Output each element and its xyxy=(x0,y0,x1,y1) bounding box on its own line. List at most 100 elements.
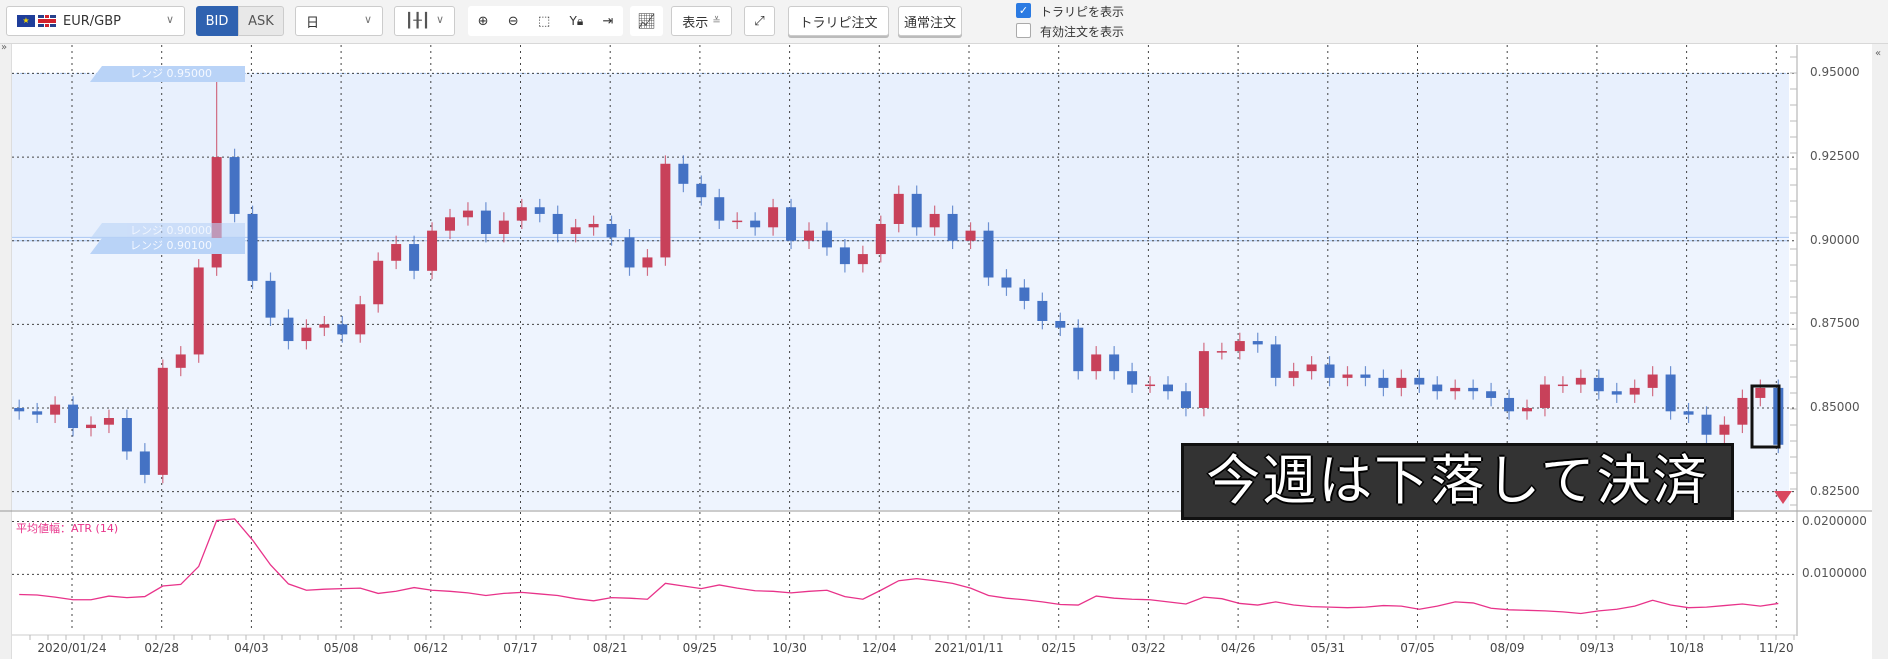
trarepi-order-button[interactable]: トラリピ注文 xyxy=(788,6,889,36)
y-lock-icon[interactable]: Y🔒︎ xyxy=(569,13,584,28)
show-active-orders-checkbox[interactable] xyxy=(1016,23,1031,38)
candle xyxy=(1737,389,1748,434)
left-panel-toggle[interactable]: » xyxy=(0,42,12,659)
date-tick-label: 03/22 xyxy=(1131,641,1166,655)
candle xyxy=(462,202,473,226)
price-tick-label: 0.85000 xyxy=(1810,399,1860,414)
zoom-in-icon[interactable]: ⊕ xyxy=(477,13,489,29)
indicator-button[interactable]: 📈︎ xyxy=(630,6,663,36)
candle-body xyxy=(1037,300,1048,321)
candle xyxy=(301,319,312,350)
candle xyxy=(1270,336,1281,387)
candle xyxy=(983,222,994,286)
candle xyxy=(857,245,868,273)
jump-to-end-icon[interactable]: ⇥ xyxy=(602,13,614,29)
toolbar: ★ EUR/GBP ∨ BID ASK 日 ∨ ┃╂┃ ∨ ⊕ ⊖ ⬚ Y🔒︎ … xyxy=(0,0,1888,44)
candle-body xyxy=(1109,354,1120,372)
candle xyxy=(1504,389,1515,420)
normal-order-button[interactable]: 通常注文 xyxy=(898,6,962,36)
checkmark-icon: ✓ xyxy=(1018,4,1029,17)
display-menu-button[interactable]: 表示 ≚ xyxy=(671,6,732,36)
candle-body xyxy=(337,324,348,335)
candle-body xyxy=(875,223,886,255)
candle xyxy=(103,409,114,434)
fit-icon[interactable]: ⬚ xyxy=(537,13,551,29)
candle-body xyxy=(1557,384,1568,387)
candle-body xyxy=(1629,387,1640,395)
ask-button[interactable]: ASK xyxy=(238,6,284,36)
candle xyxy=(804,222,814,250)
date-tick-label: 10/18 xyxy=(1669,641,1704,655)
show-trarepi-checkbox[interactable]: ✓ xyxy=(1016,3,1031,18)
range-tag-lower-a[interactable]: レンジ 0.90000 xyxy=(90,223,245,239)
timeframe-label: 日 xyxy=(306,15,320,31)
candle xyxy=(14,399,25,420)
candle-body xyxy=(1665,374,1676,412)
candle xyxy=(1001,269,1012,296)
candle xyxy=(714,188,725,229)
candle-body xyxy=(1180,391,1191,408)
candle xyxy=(1629,379,1640,403)
zoom-out-icon[interactable]: ⊖ xyxy=(507,13,519,29)
candle xyxy=(373,252,384,313)
currency-pair-select[interactable]: ★ EUR/GBP ∨ xyxy=(6,6,185,36)
candle xyxy=(32,402,43,424)
expand-button[interactable]: ⤢ xyxy=(744,6,775,36)
candle-body xyxy=(1539,384,1550,408)
bid-button[interactable]: BID xyxy=(196,6,238,36)
last-week-highlight-box xyxy=(1750,384,1781,449)
candle-body xyxy=(624,237,635,268)
candle-body xyxy=(1737,397,1748,425)
candle-body xyxy=(911,193,922,228)
candle xyxy=(929,205,940,236)
candle-body xyxy=(247,213,258,281)
candle-body xyxy=(642,257,653,268)
date-tick-label: 05/31 xyxy=(1310,641,1346,655)
candle xyxy=(1234,332,1245,360)
candle xyxy=(265,272,276,327)
candle-body xyxy=(32,411,43,415)
candle xyxy=(875,215,886,263)
date-tick-label: 05/08 xyxy=(323,641,359,655)
candle-body xyxy=(947,213,958,241)
date-tick-label: 10/30 xyxy=(772,641,807,655)
candle-body xyxy=(265,280,276,318)
candle-body xyxy=(157,367,168,475)
candle-body xyxy=(139,451,150,475)
candle xyxy=(1396,369,1407,397)
candle xyxy=(1486,382,1497,407)
candle xyxy=(1324,356,1335,387)
candle xyxy=(696,175,707,206)
candle-body xyxy=(588,223,599,228)
range-tag-lower-b[interactable]: レンジ 0.90100 xyxy=(90,238,245,254)
timeframe-select[interactable]: 日 ∨ xyxy=(295,6,383,36)
candle xyxy=(1414,369,1425,393)
candle-body xyxy=(732,220,743,223)
candle-body xyxy=(86,424,96,429)
candle-body xyxy=(1575,377,1586,385)
candle-body xyxy=(768,207,779,228)
chevron-down-icon: ∨ xyxy=(165,13,174,26)
show-trarepi-label: トラリピを表示 xyxy=(1040,5,1125,19)
candle-body xyxy=(696,183,707,198)
chart-type-select[interactable]: ┃╂┃ ∨ xyxy=(394,6,455,36)
candle-body xyxy=(929,213,940,228)
right-panel-toggle[interactable]: « xyxy=(1872,44,1888,659)
candle xyxy=(498,212,509,243)
candle-body xyxy=(1450,387,1461,392)
candle xyxy=(319,315,330,337)
candle-body xyxy=(50,404,61,415)
range-tag-upper[interactable]: レンジ 0.95000 xyxy=(90,66,245,82)
candle-body xyxy=(570,227,581,235)
candle xyxy=(1432,376,1443,400)
double-chevron-down-icon: ≚ xyxy=(712,15,721,27)
candle xyxy=(50,396,61,424)
date-tick-label: 02/15 xyxy=(1041,641,1076,655)
show-active-orders-label: 有効注文を表示 xyxy=(1040,25,1125,39)
candle-body xyxy=(1252,341,1263,345)
candle-body xyxy=(1360,374,1371,378)
date-tick-label: 07/05 xyxy=(1400,641,1435,655)
candle xyxy=(1163,376,1173,400)
candle-body xyxy=(1432,384,1443,392)
